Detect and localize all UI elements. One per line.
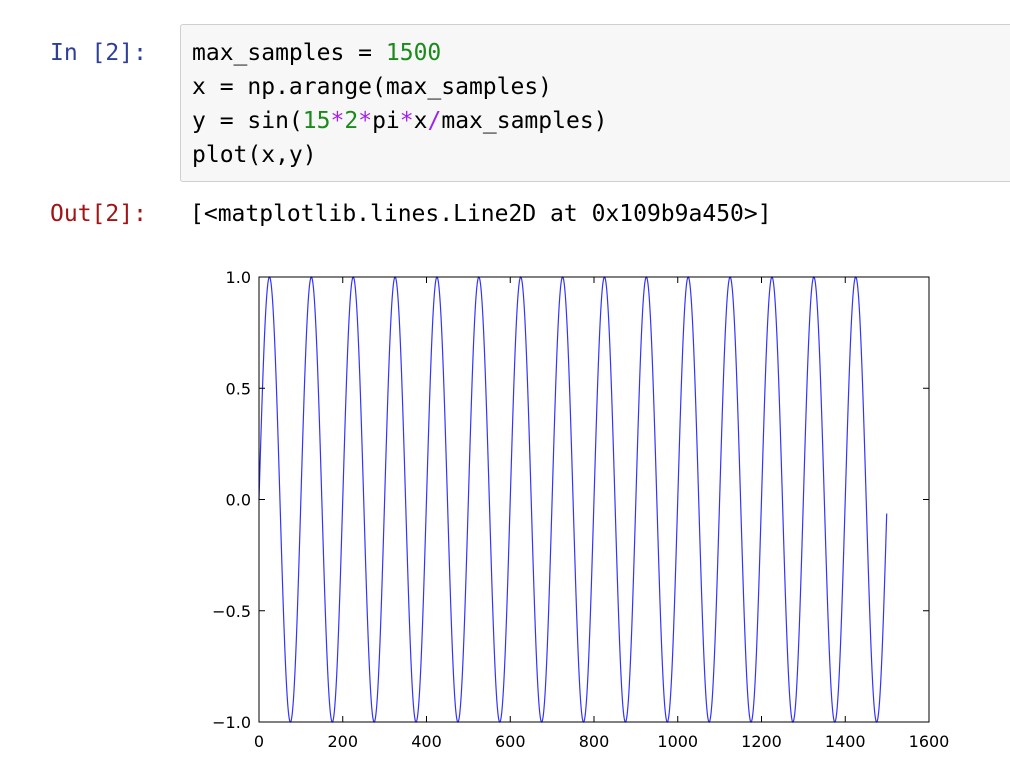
code-editor[interactable]: max_samples = 1500 x = np.arange(max_samp… <box>192 36 608 172</box>
x-tick-label: 1400 <box>825 732 866 751</box>
code-line: x = np.arange(max_samples) <box>192 70 608 104</box>
plot-output: 0 200 400 600 800 1000 1200 1400 1600 1.0 0.5 0.0 −0… <box>180 255 980 765</box>
y-tick-label: 0.5 <box>226 379 251 398</box>
input-prompt: In [2]: <box>50 40 147 66</box>
line-chart: 0 200 400 600 800 1000 1200 1400 1600 1.0 0.5 0.0 −0… <box>212 268 950 751</box>
x-tick-label: 800 <box>579 732 610 751</box>
x-tick-label: 1000 <box>657 732 698 751</box>
x-tick-label: 400 <box>411 732 442 751</box>
code-token: plot(x,y) <box>192 142 317 168</box>
code-token: pi <box>372 108 400 134</box>
x-tick-label: 0 <box>254 732 264 751</box>
code-token: 15 <box>302 108 331 134</box>
x-tick-label: 600 <box>495 732 526 751</box>
code-line: y = sin(15*2*pi*x/max_samples) <box>192 104 608 138</box>
code-line: max_samples = 1500 <box>192 36 608 70</box>
code-token: x = np.arange(max_samples) <box>192 74 553 100</box>
code-input-area[interactable] <box>180 24 1010 182</box>
y-tick-label: 1.0 <box>226 268 251 287</box>
x-tick-label: 200 <box>327 732 358 751</box>
output-text: [<matplotlib.lines.Line2D at 0x109b9a450… <box>190 201 772 227</box>
y-tick-label: 0.0 <box>226 491 251 510</box>
code-token: * <box>399 108 414 134</box>
code-token: max_samples) <box>441 108 608 134</box>
code-token: x <box>413 108 428 134</box>
code-token: * <box>358 108 373 134</box>
code-line: plot(x,y) <box>192 138 608 172</box>
code-token: 1500 <box>385 40 442 66</box>
x-tick-label: 1200 <box>741 732 782 751</box>
x-tick-label: 1600 <box>909 732 950 751</box>
code-token: y = sin( <box>192 108 303 134</box>
y-tick-label: −1.0 <box>212 713 251 732</box>
series-line <box>258 276 888 723</box>
code-token: 2 <box>344 108 359 134</box>
code-token: max_samples = <box>192 40 386 66</box>
output-prompt: Out[2]: <box>50 201 147 227</box>
code-token: / <box>427 108 442 134</box>
code-token: * <box>330 108 345 134</box>
y-tick-label: −0.5 <box>212 602 251 621</box>
